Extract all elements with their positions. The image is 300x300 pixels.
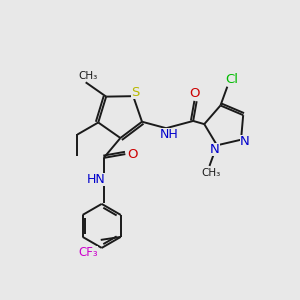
Text: CH₃: CH₃ bbox=[202, 168, 221, 178]
Text: O: O bbox=[189, 87, 200, 100]
Text: N: N bbox=[210, 143, 220, 156]
Text: Cl: Cl bbox=[225, 73, 238, 86]
Text: N: N bbox=[240, 135, 250, 148]
Text: S: S bbox=[131, 86, 140, 99]
Text: CF₃: CF₃ bbox=[78, 246, 98, 260]
Text: NH: NH bbox=[160, 128, 178, 141]
Text: HN: HN bbox=[86, 173, 105, 186]
Text: O: O bbox=[127, 148, 138, 160]
Text: CH₃: CH₃ bbox=[78, 71, 97, 81]
